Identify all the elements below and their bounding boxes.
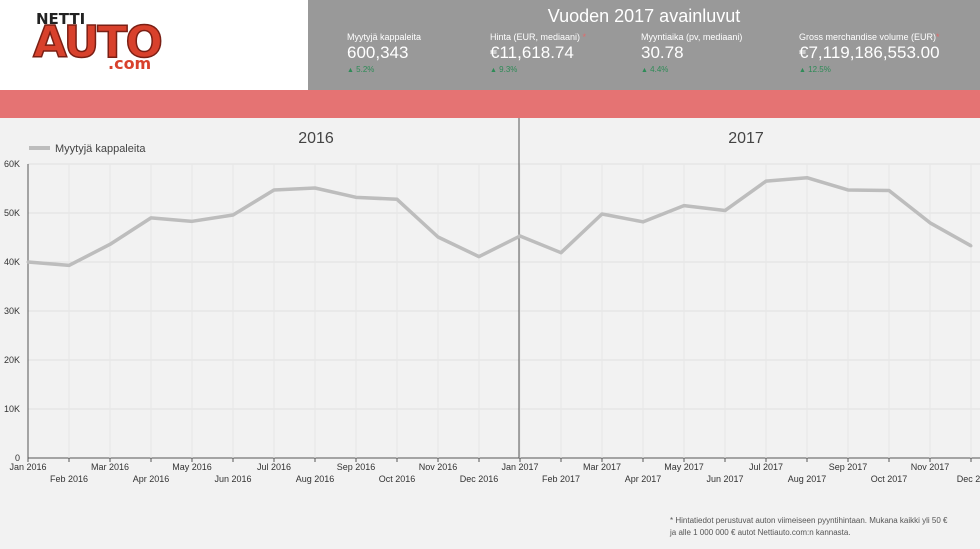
x-tick-label: May 2017 [664, 462, 704, 472]
data-point [477, 255, 481, 259]
kpi-label: Myyntiaika (pv, mediaani) [641, 32, 743, 42]
kpi-label: Hinta (EUR, mediaani) [490, 32, 581, 42]
kpi-value: €7,119,186,553.00 [799, 43, 940, 62]
x-tick-label: Sep 2017 [829, 462, 868, 472]
arrow-up-icon: ▲ [347, 67, 354, 74]
kpi-sales-time: Myyntiaika (pv, mediaani) 30.78 ▲ 4.4% [641, 32, 742, 74]
data-point [436, 235, 440, 239]
x-tick-label: Mar 2017 [583, 462, 621, 472]
y-tick-label: 20K [4, 355, 20, 365]
data-point [108, 242, 112, 246]
data-point [272, 188, 276, 192]
y-tick-label: 0 [15, 453, 20, 463]
x-tick-label: Apr 2016 [133, 474, 170, 484]
kpi-price: Hinta (EUR, mediaani) * €11,618.74 ▲ 9.3… [490, 32, 586, 74]
kpi-delta: 12.5% [808, 65, 831, 74]
data-point [805, 176, 809, 180]
x-tick-label: Oct 2016 [379, 474, 416, 484]
kpi-panel-title: Vuoden 2017 avainluvut [547, 6, 741, 26]
data-point [641, 220, 645, 224]
chart: 0 10K 20K 30K 40K 50K 60K Jan 2016 Feb 2016 Mar 2… [0, 118, 980, 498]
logo-netti-text: NETTI [36, 10, 86, 28]
kpi-value: €11,618.74 [490, 43, 574, 62]
data-point [231, 213, 235, 217]
arrow-up-icon: ▲ [641, 67, 648, 74]
data-point [559, 251, 563, 255]
x-tick-label: Jan 2017 [501, 462, 538, 472]
panel-title-2016: 2016 [298, 130, 334, 147]
panel-title-2017: 2017 [728, 130, 764, 147]
kpi-delta: 9.3% [499, 65, 518, 74]
data-point [723, 209, 727, 213]
kpi-asterisk: * [582, 32, 587, 42]
footnote-line: ja alle 1 000 000 € autot Nettiauto.com:… [670, 528, 851, 537]
data-point [313, 186, 317, 190]
kpi-panel: Vuoden 2017 avainluvut Myytyjä kappaleit… [308, 0, 980, 90]
kpi-delta: 4.4% [650, 65, 669, 74]
data-point [887, 188, 891, 192]
x-tick-label: Feb 2016 [50, 474, 88, 484]
x-tick-label: Dec 20 [957, 474, 980, 484]
x-tick-label: Aug 2016 [296, 474, 335, 484]
x-tick-label: Aug 2017 [788, 474, 827, 484]
data-point [354, 195, 358, 199]
data-point [682, 204, 686, 208]
x-tick-label: Jan 2016 [9, 462, 46, 472]
x-tick-label: Jul 2016 [257, 462, 291, 472]
kpi-asterisk: * [936, 32, 940, 42]
data-point [67, 263, 71, 267]
x-tick-label: Nov 2016 [419, 462, 458, 472]
data-point [395, 197, 399, 201]
logo-com-text: .com [108, 54, 152, 73]
legend-label: Myytyjä kappaleita [55, 143, 146, 155]
series-line [27, 175, 972, 268]
x-tick-label: Jul 2017 [749, 462, 783, 472]
data-point [26, 260, 30, 264]
data-point [969, 244, 973, 248]
data-point [518, 234, 522, 238]
arrow-up-icon: ▲ [490, 67, 497, 74]
x-tick-label: Mar 2016 [91, 462, 129, 472]
x-tick-label: Nov 2017 [911, 462, 950, 472]
y-tick-label: 40K [4, 257, 20, 267]
y-tick-label: 10K [4, 404, 20, 414]
y-tick-label: 60K [4, 159, 20, 169]
kpi-sold-units: Myytyjä kappaleita 600,343 ▲ 5.2% [347, 32, 421, 74]
x-tick-label: Apr 2017 [625, 474, 662, 484]
x-tick-label: Sep 2016 [337, 462, 376, 472]
accent-bar [0, 90, 980, 118]
data-point [600, 212, 604, 216]
logo-auto-text: AUTO [32, 16, 163, 69]
y-tick-label: 30K [4, 306, 20, 316]
x-tick-label: Jun 2017 [706, 474, 743, 484]
x-tick-label: Oct 2017 [871, 474, 908, 484]
data-point [928, 221, 932, 225]
logo: NETTI AUTO .com [0, 0, 308, 90]
data-point [149, 216, 153, 220]
y-tick-label: 50K [4, 208, 20, 218]
x-tick-label: Jun 2016 [214, 474, 251, 484]
arrow-up-icon: ▲ [799, 67, 806, 74]
footnote: * Hintatiedot perustuvat auton viimeisee… [670, 515, 975, 539]
data-point [190, 219, 194, 223]
kpi-delta: 5.2% [356, 65, 375, 74]
x-tick-label: May 2016 [172, 462, 212, 472]
kpi-gmv: Gross merchandise volume (EUR)* €7,119,1… [799, 32, 940, 74]
x-tick-label: Feb 2017 [542, 474, 580, 484]
kpi-label: Myytyjä kappaleita [347, 32, 422, 42]
data-point [764, 179, 768, 183]
x-tick-label: Dec 2016 [460, 474, 499, 484]
data-point [846, 188, 850, 192]
footnote-line: * Hintatiedot perustuvat auton viimeisee… [670, 516, 948, 525]
kpi-value: 30.78 [641, 43, 684, 62]
kpi-value: 600,343 [347, 43, 409, 62]
kpi-label: Gross merchandise volume (EUR) [799, 32, 937, 42]
